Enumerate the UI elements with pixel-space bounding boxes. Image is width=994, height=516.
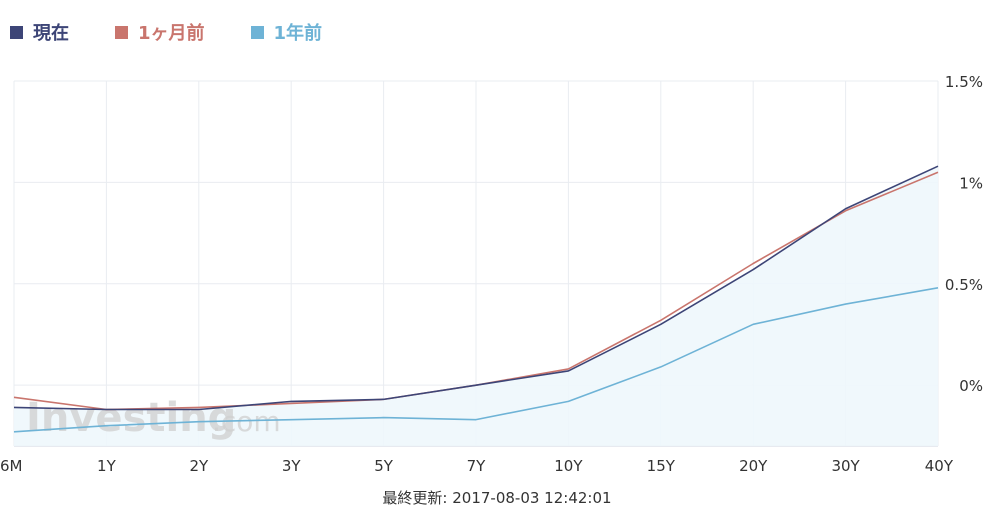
x-tick-label: 3Y [282,457,302,475]
area-under-curve [14,166,938,446]
y-tick-label: 1% [959,174,983,192]
x-tick-label: 7Y [467,457,487,475]
legend-swatch [250,25,264,39]
legend-item-2[interactable]: 1年前 [250,19,323,45]
x-tick-label: 20Y [739,457,768,475]
legend-swatch [10,25,23,39]
series-line-0 [13,165,939,411]
series-line-2 [13,287,939,433]
legend-label: 1年前 [273,23,323,44]
watermark-investing: Investing [26,395,236,441]
yield-curve-chart: Investing.com 6M 1Y 2Y 3Y 5Y 7Y 10Y 15Y 20Y 30Y 40… [0,73,983,475]
legend-item-0[interactable]: 現在 [10,19,69,45]
chart-legend: 現在 1ヶ月前 1年前 [10,18,368,46]
x-tick-label: 40Y [925,457,954,475]
investing-watermark: Investing.com [26,395,281,441]
x-tick-label: 6M [0,457,23,475]
x-tick-label: 15Y [647,457,676,475]
legend-label: 現在 [33,23,69,44]
x-axis-ticks: 6M 1Y 2Y 3Y 5Y 7Y 10Y 15Y 20Y 30Y 40Y [0,457,954,475]
x-tick-label: 5Y [374,457,394,475]
x-tick-label: 30Y [831,457,860,475]
y-tick-label: 0% [959,377,983,395]
x-tick-label: 10Y [554,457,583,475]
area-fill [14,166,938,446]
legend-label: 1ヶ月前 [138,23,205,44]
last-updated-text: 最終更新: 2017-08-03 12:42:01 [382,489,612,507]
legend-item-1[interactable]: 1ヶ月前 [115,19,205,45]
legend-swatch [115,25,128,39]
y-tick-label: 0.5% [945,276,983,294]
x-tick-label: 2Y [189,457,209,475]
x-tick-label: 1Y [97,457,117,475]
series-lines [13,165,939,433]
y-axis-ticks: 0% 0.5% 1% 1.5% [945,73,983,395]
y-tick-label: 1.5% [945,73,983,91]
